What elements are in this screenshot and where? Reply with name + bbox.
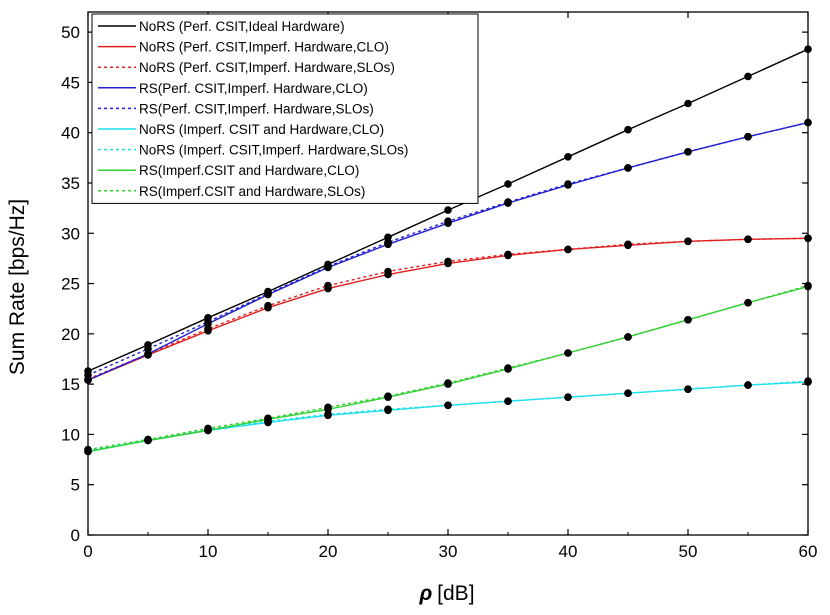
series-line-6	[87, 381, 809, 453]
legend-label-7: NoRS (Imperf. CSIT,Imperf. Hardware,SLOs…	[139, 143, 408, 158]
data-point-s9-5	[384, 392, 392, 401]
data-point-s5-8	[564, 180, 572, 188]
data-point-s5-1	[144, 345, 152, 353]
data-point-s9-8	[564, 349, 572, 357]
legend: NoRS (Perf. CSIT,Ideal Hardware) NoRS (Pe…	[91, 13, 479, 204]
data-point-s3-5	[384, 267, 392, 276]
legend-label-8: RS(Imperf.CSIT and Hardware,CLO)	[139, 163, 359, 178]
y-tick-label-20: 20	[61, 325, 80, 344]
data-point-s3-7	[504, 250, 512, 259]
data-point-s5-10	[684, 148, 692, 156]
axes: 0 10 20 30 40 50 60 0 5 10 15 20 25 30 35 40 45 50	[61, 11, 818, 561]
legend-label-2: NoRS (Perf. CSIT,Imperf. Hardware,CLO)	[139, 40, 389, 55]
x-tick-label-30: 30	[439, 542, 458, 561]
series-line-9	[87, 284, 809, 451]
data-point-s3-3	[264, 301, 272, 310]
data-point-s3-4	[324, 281, 332, 290]
data-point-s5-7	[504, 198, 512, 206]
data-point-s1-6	[444, 206, 452, 214]
data-point-s9-7	[504, 364, 512, 372]
data-markers	[84, 45, 812, 456]
data-point-s5-6	[444, 217, 452, 225]
data-point-s3-6	[444, 257, 452, 266]
y-tick-label-15: 15	[61, 375, 80, 394]
data-point-s5-5	[384, 238, 392, 247]
data-point-s9-1	[144, 435, 152, 444]
data-point-s1-7	[504, 180, 512, 188]
y-tick-label-35: 35	[61, 174, 80, 193]
data-point-s5-9	[624, 164, 632, 172]
x-tick-label-0: 0	[83, 542, 92, 561]
y-tick-label-40: 40	[61, 124, 80, 143]
x-tick-label-20: 20	[319, 542, 338, 561]
data-point-s7-11	[744, 381, 752, 389]
x-tick-label-40: 40	[559, 542, 578, 561]
y-tick-label-0: 0	[71, 526, 80, 545]
legend-label-6: NoRS (Imperf. CSIT and Hardware,CLO)	[139, 122, 384, 137]
data-point-s9-11	[744, 298, 752, 307]
data-point-s1-11	[744, 72, 752, 81]
data-point-s9-2	[204, 424, 212, 433]
data-point-s7-8	[564, 393, 572, 402]
x-axis-unit: [dB]	[437, 582, 474, 605]
y-tick-label-5: 5	[71, 476, 80, 495]
y-tick-label-45: 45	[61, 73, 80, 92]
legend-label-5: RS(Perf. CSIT,Imperf. Hardware,SLOs)	[139, 101, 374, 116]
data-point-s7-6	[444, 401, 452, 410]
y-axis-title: Sum Rate [bps/Hz]	[6, 199, 29, 375]
data-point-s5-4	[324, 262, 332, 271]
data-point-s3-11	[744, 235, 752, 244]
x-axis-symbol: ρ	[418, 582, 432, 605]
series-line-7	[87, 380, 809, 452]
data-point-s9-9	[624, 333, 632, 341]
legend-label-3: NoRS (Perf. CSIT,Imperf. Hardware,SLOs)	[139, 60, 395, 75]
data-point-s7-9	[624, 389, 632, 398]
x-tick-label-50: 50	[679, 542, 698, 561]
y-tick-label-30: 30	[61, 224, 80, 243]
data-point-s9-3	[264, 414, 272, 423]
y-tick-label-50: 50	[61, 23, 80, 42]
data-point-s5-11	[744, 132, 752, 141]
series-line-8	[87, 285, 809, 453]
data-point-s1-8	[564, 153, 572, 161]
y-tick-label-25: 25	[61, 275, 80, 294]
data-point-s7-7	[504, 397, 512, 406]
data-point-s3-9	[624, 240, 632, 249]
legend-box	[91, 13, 479, 204]
data-point-s7-10	[684, 385, 692, 394]
legend-label-4: RS(Perf. CSIT,Imperf. Hardware,CLO)	[139, 81, 368, 96]
data-point-s5-2	[204, 318, 212, 326]
data-point-s9-10	[684, 316, 692, 324]
data-point-s9-4	[324, 403, 332, 412]
data-point-s9-6	[444, 379, 452, 387]
data-point-s3-10	[684, 237, 692, 246]
legend-label-9: RS(Imperf.CSIT and Hardware,SLOs)	[139, 184, 365, 199]
x-tick-label-60: 60	[799, 542, 818, 561]
y-tick-label-10: 10	[61, 425, 80, 444]
data-point-s5-3	[264, 289, 272, 298]
x-axis-title: ρ [dB]	[418, 582, 474, 605]
data-point-s7-5	[384, 405, 392, 414]
x-tick-label-10: 10	[199, 542, 218, 561]
data-point-s1-10	[684, 99, 692, 108]
legend-label-1: NoRS (Perf. CSIT,Ideal Hardware)	[139, 19, 345, 34]
data-point-s3-8	[564, 245, 572, 254]
data-point-s1-9	[624, 125, 632, 134]
